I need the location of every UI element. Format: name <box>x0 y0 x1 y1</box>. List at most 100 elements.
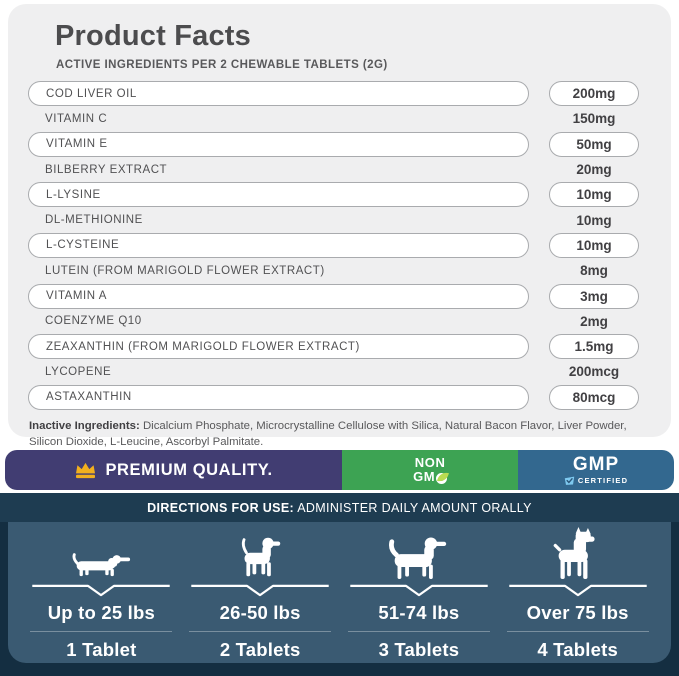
column-divider <box>347 631 490 632</box>
ingredients-table: COD LIVER OIL 200mg VITAMIN C 150mg VITA… <box>8 81 671 410</box>
ingredient-name-cell: VITAMIN E <box>28 131 529 157</box>
ingredient-name: LYCOPENE <box>45 365 112 378</box>
ingredient-row: BILBERRY EXTRACT 20mg <box>28 157 671 182</box>
ingredient-amount: 80mcg <box>572 389 616 405</box>
dosage-column-medium-dog: 26-50 lbs 2 Tablets <box>181 524 340 663</box>
ingredient-amount-cell: 10mg <box>549 208 639 233</box>
ingredient-row: VITAMIN E 50mg <box>28 131 671 157</box>
active-ingredients-subtitle: ACTIVE INGREDIENTS PER 2 CHEWABLE TABLET… <box>56 59 388 71</box>
dosage-section: DIRECTIONS FOR USE: ADMINISTER DAILY AMO… <box>0 493 679 676</box>
directions-label: DIRECTIONS FOR USE: <box>147 500 295 515</box>
directions-text: ADMINISTER DAILY AMOUNT ORALLY <box>294 500 532 515</box>
ingredient-amount: 20mg <box>576 162 612 178</box>
dachshund-icon <box>72 553 131 577</box>
ingredient-name-cell: ASTAXANTHIN <box>28 384 529 410</box>
ingredient-amount-cell: 200mcg <box>549 359 639 384</box>
ingredient-row: L-CYSTEINE 10mg <box>28 232 671 258</box>
ingredient-name-cell: VITAMIN C <box>28 106 529 131</box>
weight-range: Over 75 lbs <box>526 602 629 623</box>
ingredient-amount: 10mg <box>576 237 612 253</box>
active-ingredients-panel: Product Facts ACTIVE INGREDIENTS PER 2 C… <box>8 4 671 448</box>
leaf-o-icon <box>436 472 450 484</box>
ingredient-amount-cell: 8mg <box>549 258 639 283</box>
ingredient-amount: 200mcg <box>568 364 620 380</box>
ingredient-row: DL-METHIONINE 10mg <box>28 207 671 232</box>
crown-icon <box>76 462 96 478</box>
weight-range: Up to 25 lbs <box>47 602 155 623</box>
ingredient-amount-cell: 10mg <box>549 182 639 208</box>
gmp-certified-badge: GMP CERTIFIED <box>518 450 674 490</box>
premium-quality-label: PREMIUM QUALITY. <box>105 460 273 479</box>
ingredient-row: COENZYME Q10 2mg <box>28 309 671 334</box>
chevron-divider <box>191 584 329 597</box>
certified-check-icon <box>564 476 575 485</box>
ingredient-row: L-LYSINE 10mg <box>28 182 671 208</box>
non-gmo-badge: NON GM <box>342 450 519 490</box>
ingredient-amount: 10mg <box>576 212 612 228</box>
tablet-count: 2 Tablets <box>219 639 301 660</box>
inactive-ingredients-text: Dicalcium Phosphate, Microcrystalline Ce… <box>29 419 627 448</box>
ingredient-amount: 8mg <box>580 263 608 279</box>
ingredient-amount: 2mg <box>580 313 608 329</box>
ingredient-amount: 150mg <box>572 111 616 127</box>
chevron-divider <box>350 584 488 597</box>
non-gmo-line1: NON <box>414 454 446 470</box>
ingredient-name-cell: LUTEIN (FROM MARIGOLD FLOWER EXTRACT) <box>28 258 529 283</box>
gmp-label: GMP <box>572 453 620 475</box>
page-title: Product Facts <box>55 20 251 52</box>
ingredient-amount-cell: 200mg <box>549 81 639 107</box>
premium-quality-badge: PREMIUM QUALITY. <box>5 450 343 490</box>
ingredient-name: VITAMIN C <box>45 112 108 125</box>
tablet-count: 4 Tablets <box>537 639 618 660</box>
ingredient-row: ZEAXANTHIN (FROM MARIGOLD FLOWER EXTRACT… <box>28 334 671 360</box>
ingredient-name: COENZYME Q10 <box>45 315 142 328</box>
ingredient-amount-cell: 3mg <box>549 283 639 309</box>
ingredient-name: ASTAXANTHIN <box>46 391 132 404</box>
column-divider <box>189 631 332 632</box>
dosage-column-small-dog: Up to 25 lbs 1 Tablet <box>22 524 181 663</box>
dosage-column-large-dog: 51-74 lbs 3 Tablets <box>340 524 499 663</box>
tablet-count: 1 Tablet <box>66 639 137 660</box>
ingredient-amount-cell: 20mg <box>549 157 639 182</box>
dosage-column-xlarge-dog: Over 75 lbs 4 Tablets <box>498 524 657 663</box>
quality-badges: PREMIUM QUALITY. NON GM GMP CERTIFIED <box>5 450 674 490</box>
dosage-panel: Up to 25 lbs 1 Tablet <box>8 522 671 663</box>
ingredient-name: L-CYSTEINE <box>46 239 120 252</box>
weight-range: 26-50 lbs <box>219 602 301 623</box>
ingredient-row: ASTAXANTHIN 80mcg <box>28 384 671 410</box>
ingredient-name: ZEAXANTHIN (FROM MARIGOLD FLOWER EXTRACT… <box>46 340 360 353</box>
ingredient-name: BILBERRY EXTRACT <box>45 163 168 176</box>
ingredient-name: L-LYSINE <box>46 188 101 201</box>
inactive-ingredients: Inactive Ingredients: Dicalcium Phosphat… <box>29 419 641 450</box>
tablet-count: 3 Tablets <box>378 639 460 660</box>
chevron-divider <box>32 584 171 597</box>
ingredient-amount-cell: 2mg <box>549 309 639 334</box>
ingredient-amount-cell: 10mg <box>549 232 639 258</box>
ingredient-name: DL-METHIONINE <box>45 214 143 227</box>
ingredient-amount: 3mg <box>580 288 608 304</box>
ingredient-name-cell: L-LYSINE <box>28 182 529 208</box>
column-divider <box>506 631 649 632</box>
ingredient-name-cell: VITAMIN A <box>28 283 529 309</box>
ingredient-name: VITAMIN A <box>46 290 107 303</box>
ingredient-amount-cell: 80mcg <box>549 384 639 410</box>
ingredient-row: COD LIVER OIL 200mg <box>28 81 671 107</box>
ingredient-name-cell: DL-METHIONINE <box>28 208 529 233</box>
ingredient-amount: 1.5mg <box>574 339 614 355</box>
ingredient-row: LUTEIN (FROM MARIGOLD FLOWER EXTRACT) 8m… <box>28 258 671 283</box>
ingredient-name-cell: ZEAXANTHIN (FROM MARIGOLD FLOWER EXTRACT… <box>28 334 529 360</box>
chevron-divider <box>508 584 647 597</box>
inactive-ingredients-label: Inactive Ingredients: <box>29 419 140 432</box>
beagle-icon <box>241 537 280 577</box>
ingredient-amount: 10mg <box>576 187 612 203</box>
retriever-icon <box>388 537 447 579</box>
ingredient-name: LUTEIN (FROM MARIGOLD FLOWER EXTRACT) <box>45 264 325 277</box>
ingredient-amount: 200mg <box>572 86 616 102</box>
ingredient-name-cell: L-CYSTEINE <box>28 232 529 258</box>
weight-range: 51-74 lbs <box>378 602 460 623</box>
ingredient-amount: 50mg <box>576 136 612 152</box>
ingredient-amount-cell: 1.5mg <box>549 334 639 360</box>
ingredient-name: COD LIVER OIL <box>46 87 137 100</box>
ingredient-amount-cell: 150mg <box>549 106 639 131</box>
